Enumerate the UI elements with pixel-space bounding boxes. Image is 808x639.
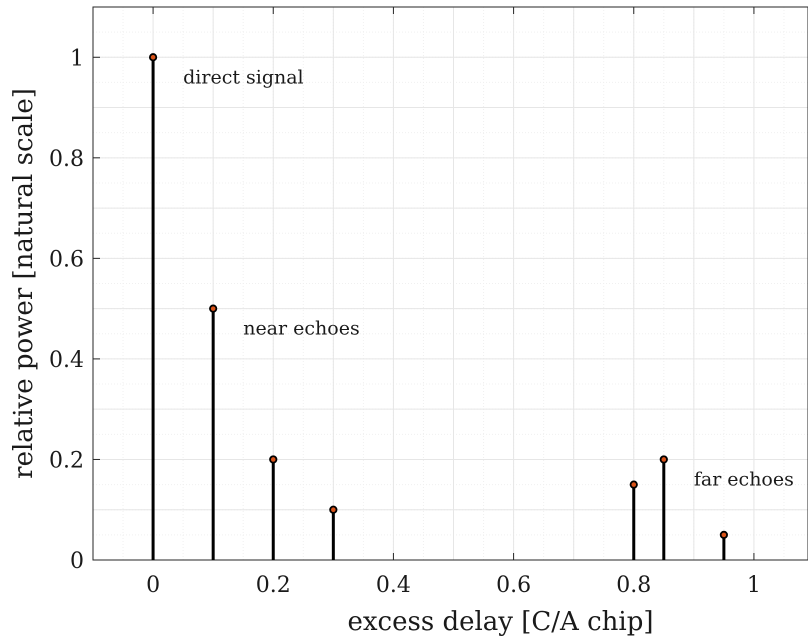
stem-marker	[209, 304, 218, 313]
stem-marker	[269, 455, 278, 464]
stem-marker	[719, 530, 728, 539]
stem-marker	[629, 480, 638, 489]
annotation-label: near echoes	[243, 318, 360, 340]
stem-marker	[329, 505, 338, 514]
stem-marker	[148, 53, 158, 62]
data-stems	[148, 53, 728, 560]
x-tick-label: 0.2	[256, 573, 291, 598]
y-tick-label: 0.6	[49, 247, 84, 272]
y-tick-label: 0	[70, 549, 84, 574]
x-tick-label: 1	[747, 573, 761, 598]
stem-marker	[659, 455, 668, 464]
annotation-label: direct signal	[183, 66, 304, 88]
y-tick-label: 0.8	[49, 147, 84, 172]
x-tick-label: 0	[146, 573, 160, 598]
x-tick-label: 0.8	[616, 573, 651, 598]
annotations: direct signal near echoes far echoes	[183, 66, 794, 490]
axes-box	[92, 6, 808, 561]
x-axis-label: excess delay [C/A chip]	[348, 607, 654, 637]
x-tick-labels: 0 0.2 0.4 0.6 0.8 1	[146, 573, 761, 598]
x-tick-label: 0.6	[496, 573, 531, 598]
y-tick-labels: 0 0.2 0.4 0.6 0.8 1	[49, 46, 84, 574]
annotation-label: far echoes	[694, 469, 794, 491]
y-tick-label: 0.2	[49, 448, 84, 473]
x-tick-label: 0.4	[376, 573, 411, 598]
y-tick-label: 0.4	[49, 348, 84, 373]
y-axis-label: relative power [natural scale]	[9, 88, 39, 479]
y-tick-label: 1	[70, 46, 84, 71]
